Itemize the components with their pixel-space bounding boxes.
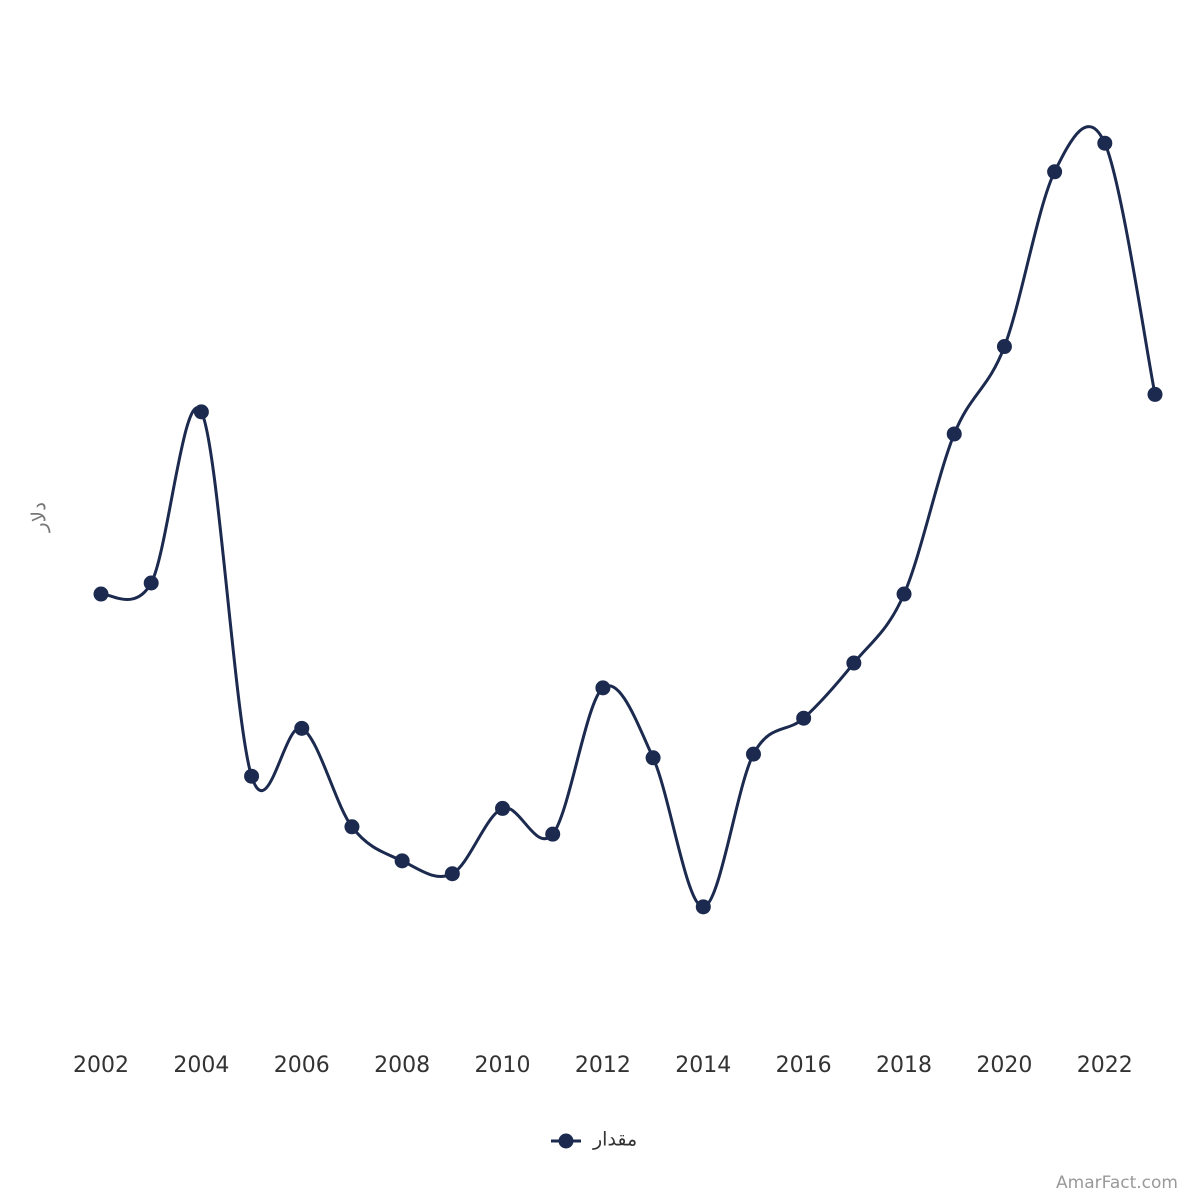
x-tick-label: 2016: [776, 1053, 832, 1078]
x-tick-label: 2020: [976, 1053, 1032, 1078]
point: [294, 720, 310, 736]
x-tick-label: 2010: [475, 1053, 531, 1078]
point: [946, 426, 962, 442]
point: [846, 655, 862, 671]
legend-marker: [558, 1133, 574, 1149]
point: [495, 800, 511, 816]
point: [193, 404, 209, 420]
point: [344, 819, 360, 835]
point: [93, 586, 109, 602]
point: [595, 680, 611, 696]
point: [394, 853, 410, 869]
x-tick-label: 2022: [1077, 1053, 1133, 1078]
x-tick-label: 2004: [173, 1053, 229, 1078]
point: [996, 339, 1012, 355]
point: [1147, 386, 1163, 402]
point: [896, 586, 912, 602]
point: [645, 750, 661, 766]
point: [1097, 135, 1113, 151]
line: [100, 125, 1157, 909]
legend-label: مقدار: [592, 1129, 637, 1151]
point: [1047, 164, 1063, 180]
point: [444, 866, 460, 882]
point: [143, 575, 159, 591]
point: [545, 826, 561, 842]
x-tick-label: 2018: [876, 1053, 932, 1078]
point: [796, 710, 812, 726]
point: [745, 746, 761, 762]
x-tick-label: 2012: [575, 1053, 631, 1078]
x-tick-label: 2008: [374, 1053, 430, 1078]
x-tick-label: 2002: [73, 1053, 129, 1078]
y-axis-label: دلار: [27, 502, 51, 533]
point: [244, 768, 260, 784]
watermark: AmarFact.com: [1056, 1173, 1178, 1193]
x-tick-label: 2006: [274, 1053, 330, 1078]
point: [695, 899, 711, 915]
x-tick-label: 2014: [675, 1053, 731, 1078]
